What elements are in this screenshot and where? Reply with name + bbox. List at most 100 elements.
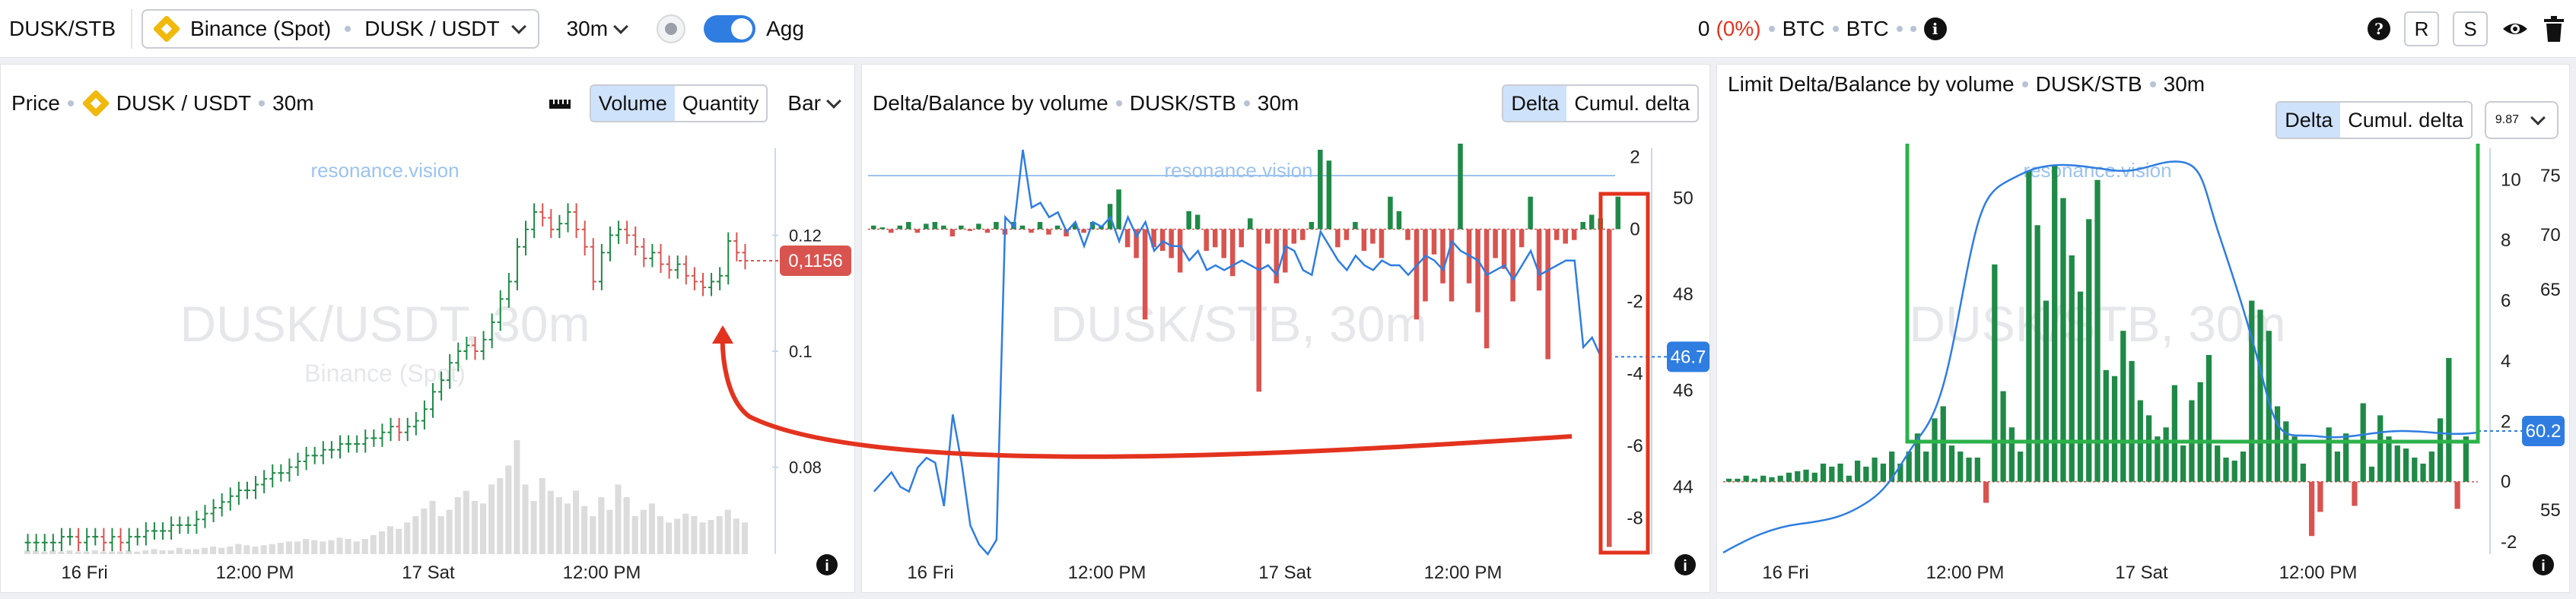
- x-axis-ticks: 16 Fri 12:00 PM 17 Sat 12:00 PM: [61, 563, 641, 583]
- cumulative-delta-line: [873, 149, 1602, 556]
- separator-dot: [1768, 25, 1775, 32]
- ohlc-bar: [24, 534, 31, 552]
- quantity-tab[interactable]: Quantity: [682, 91, 759, 115]
- delta-bar: [1029, 229, 1034, 233]
- limit-delta-bar: [1983, 481, 1989, 503]
- volume-tab[interactable]: Volume: [590, 86, 675, 121]
- ohlc-bar: [160, 522, 167, 540]
- ohlc-bar: [84, 528, 91, 552]
- info-icon[interactable]: i: [816, 554, 838, 575]
- volume-bar: [41, 551, 48, 554]
- delta-bar: [1124, 229, 1131, 248]
- volume-bar: [412, 516, 419, 554]
- brand-watermark: resonance.vision: [2023, 159, 2171, 182]
- delta-bar: [1606, 229, 1612, 547]
- volume-bar: [623, 497, 630, 554]
- ohlc-bar: [210, 499, 217, 523]
- pair-selector[interactable]: DUSK/STB: [9, 8, 133, 49]
- y-right-tick-label: 65: [2540, 280, 2561, 300]
- chevron-down-icon: [2530, 110, 2546, 125]
- exchange-symbol-dropdown[interactable]: Binance (Spot) DUSK / USDT: [142, 8, 539, 49]
- volume-bar: [328, 540, 335, 554]
- limit-delta-bar: [2052, 164, 2058, 482]
- volume-bar: [581, 506, 588, 554]
- ohlc-bar: [336, 435, 343, 459]
- delta-bar: [1081, 229, 1086, 233]
- help-icon[interactable]: ?: [2368, 17, 2390, 40]
- price-chart[interactable]: resonance.vision DUSK/USDT, 30m Binance …: [1, 144, 854, 592]
- info-icon[interactable]: i: [1923, 17, 1947, 40]
- ohlc-bar: [117, 528, 124, 552]
- volume-bar: [446, 509, 453, 554]
- ohlc-bar: [33, 534, 40, 552]
- volume-bar: [294, 541, 301, 554]
- limit-delta-bar: [2300, 463, 2306, 482]
- svg-text:i: i: [2541, 558, 2546, 575]
- y-left-tick-label: 0: [1630, 220, 1639, 240]
- r-button[interactable]: R: [2404, 11, 2439, 46]
- chart-type-dropdown[interactable]: Bar: [787, 91, 844, 116]
- delta-tab[interactable]: Delta: [1503, 86, 1567, 121]
- ohlc-bar: [430, 382, 437, 418]
- limit-panel-header: Limit Delta/Balance by volume DUSK/STB 3…: [1717, 65, 2569, 142]
- ohlc-bar: [177, 516, 183, 534]
- binance-logo-icon: [152, 14, 181, 43]
- asset-label-2: BTC: [1846, 16, 1889, 40]
- info-icon[interactable]: i: [2533, 554, 2554, 575]
- delta-bar: [976, 223, 981, 230]
- volume-bar: [66, 550, 73, 554]
- delta-chart[interactable]: resonance.vision DUSK/STB, 30m 2 0 -2 -4 -6 -…: [862, 142, 1709, 592]
- delta-tab[interactable]: Delta: [2277, 103, 2341, 138]
- limit-delta-bar: [2034, 225, 2040, 482]
- info-icon[interactable]: i: [1674, 554, 1696, 575]
- cumul-delta-tab[interactable]: Cumul. delta: [1574, 91, 1690, 115]
- delta-bar: [1326, 160, 1332, 230]
- volume-bar: [151, 549, 157, 554]
- limit-delta-bar: [2043, 300, 2050, 482]
- limit-delta-bar: [1829, 466, 1835, 482]
- volume-bar: [260, 545, 267, 554]
- volume-bar: [252, 547, 259, 554]
- limit-plot-area[interactable]: resonance.vision DUSK/STB, 30m 10 8 6 4 2 0 -2…: [1717, 138, 2569, 592]
- ohlc-bar: [193, 510, 200, 534]
- volume-bar: [184, 549, 191, 554]
- ruler-icon[interactable]: [549, 97, 571, 110]
- limit-delta-bar: [2103, 369, 2109, 482]
- price-plot-area[interactable]: resonance.vision DUSK/USDT, 30m Binance …: [1, 144, 854, 592]
- limit-delta-bar: [2206, 354, 2212, 482]
- svg-text:i: i: [1683, 558, 1687, 575]
- delta-bar: [1396, 211, 1402, 230]
- y-left-tick-label: -4: [1627, 364, 1643, 385]
- threshold-dropdown[interactable]: 9.87: [2484, 101, 2559, 139]
- volume-bar: [201, 547, 208, 554]
- y-left-tick-label: -8: [1627, 509, 1643, 529]
- limit-delta-bar: [2163, 427, 2169, 482]
- limit-delta-bar: [2231, 460, 2237, 482]
- trash-icon[interactable]: [2543, 16, 2565, 42]
- cumul-delta-tab[interactable]: Cumul. delta: [2348, 108, 2463, 132]
- eye-icon[interactable]: [2501, 15, 2529, 43]
- x-tick-label: 16 Fri: [907, 563, 953, 583]
- ohlc-bar: [514, 238, 520, 290]
- ohlc-bar: [286, 458, 293, 482]
- ohlc-bar: [294, 452, 301, 477]
- volume-bar: [370, 535, 377, 554]
- ohlc-bar: [733, 232, 740, 261]
- s-button[interactable]: S: [2453, 11, 2488, 46]
- interval-dropdown[interactable]: 30m: [567, 17, 631, 41]
- volume-quantity-switch: Volume Quantity: [589, 84, 768, 122]
- record-toggle[interactable]: [657, 14, 686, 43]
- delta-bar: [889, 229, 894, 233]
- ohlc-bar: [396, 417, 402, 442]
- limit-delta-bar: [2069, 255, 2075, 482]
- volume-bar: [100, 551, 107, 554]
- limit-delta-bar: [1914, 433, 1921, 482]
- svg-text:46.7: 46.7: [1671, 347, 1706, 367]
- agg-toggle[interactable]: [704, 14, 756, 43]
- limit-delta-chart[interactable]: resonance.vision DUSK/STB, 30m 1086420-2…: [1717, 138, 2569, 592]
- ohlc-bar: [142, 522, 149, 546]
- x-tick-label: 16 Fri: [61, 563, 107, 583]
- volume-bar: [674, 518, 681, 554]
- limit-delta-bar: [1863, 466, 1869, 482]
- delta-plot-area[interactable]: resonance.vision DUSK/STB, 30m 2 0 -2 -4 -6 -…: [862, 142, 1709, 592]
